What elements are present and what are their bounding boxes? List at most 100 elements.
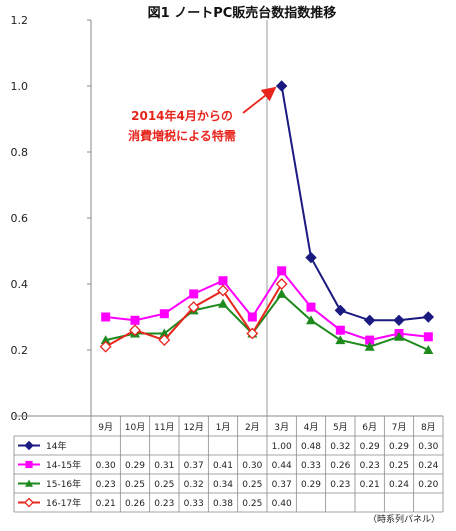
x-tick-label: 2月 bbox=[245, 422, 260, 433]
table-cell: 0.24 bbox=[389, 480, 409, 490]
data-point bbox=[277, 266, 287, 276]
y-tick-label: 1.2 bbox=[11, 14, 29, 27]
table-cell: 0.30 bbox=[418, 442, 438, 452]
data-point bbox=[276, 288, 287, 298]
series-line bbox=[280, 85, 429, 322]
table-cell: 0.23 bbox=[360, 461, 380, 471]
table-cell: 0.34 bbox=[213, 480, 233, 490]
data-point bbox=[393, 314, 405, 327]
series-line bbox=[105, 292, 429, 351]
table-cell: 0.30 bbox=[242, 461, 262, 471]
data-point bbox=[246, 327, 259, 340]
annotation-text: 2014年4月からの bbox=[131, 108, 233, 123]
table-cell: 0.25 bbox=[389, 461, 409, 471]
table-cell: 0.41 bbox=[213, 461, 233, 471]
data-point bbox=[159, 328, 170, 338]
legend-label: 16-17年 bbox=[46, 497, 81, 509]
x-tick-label: 4月 bbox=[304, 422, 319, 433]
data-point bbox=[187, 301, 200, 314]
table-cell: 0.25 bbox=[125, 480, 145, 490]
y-tick-label: 0.6 bbox=[11, 212, 29, 225]
table-cell: 0.30 bbox=[96, 461, 116, 471]
data-point bbox=[24, 497, 34, 508]
data-point bbox=[218, 298, 228, 308]
data-point bbox=[422, 311, 435, 323]
data-point bbox=[423, 345, 434, 354]
table-row: 15-16年 0.23 0.25 0.25 0.32 0.34 0.25 0.37 0.29 0.… bbox=[18, 478, 439, 490]
x-tick-label: 11月 bbox=[154, 422, 174, 433]
data-point bbox=[305, 251, 317, 264]
table-cell: 0.20 bbox=[418, 480, 438, 490]
x-tick-label: 10月 bbox=[125, 422, 145, 433]
table-row: 14-15年 0.30 0.29 0.31 0.37 0.41 0.30 0.44 0.33 0.… bbox=[18, 459, 439, 471]
y-tick-label: 0.8 bbox=[11, 146, 29, 159]
data-point bbox=[334, 304, 347, 317]
legend-label: 15-16年 bbox=[46, 478, 81, 490]
legend-label: 14-15年 bbox=[46, 459, 81, 471]
data-point bbox=[24, 440, 34, 451]
series-line bbox=[105, 269, 429, 342]
source-note: （時系列パネル） bbox=[368, 513, 440, 525]
data-point bbox=[306, 315, 316, 325]
data-point bbox=[363, 314, 376, 327]
table-cell: 0.25 bbox=[242, 499, 262, 509]
data-point bbox=[217, 284, 229, 297]
table-cell: 0.32 bbox=[330, 442, 350, 452]
data-point bbox=[189, 289, 199, 299]
table-cell: 0.38 bbox=[213, 499, 233, 509]
data-point bbox=[394, 331, 404, 341]
data-point bbox=[129, 324, 141, 337]
y-tick-label: 0.2 bbox=[11, 344, 29, 357]
data-point bbox=[130, 315, 140, 325]
chart-title: 図1 ノートPC販売台数指数推移 bbox=[148, 5, 337, 21]
table-cell: 0.26 bbox=[330, 461, 350, 471]
table-cell: 0.21 bbox=[360, 480, 380, 490]
data-point bbox=[99, 340, 112, 353]
table-cell: 0.29 bbox=[125, 461, 145, 471]
y-tick-label: 1.0 bbox=[11, 80, 29, 93]
series-3 bbox=[99, 278, 288, 353]
table-cell: 0.29 bbox=[389, 442, 409, 452]
data-point bbox=[247, 312, 257, 322]
table-cell: 0.33 bbox=[184, 499, 204, 509]
table-cell: 0.25 bbox=[154, 480, 174, 490]
table-cell: 1.00 bbox=[272, 442, 292, 452]
legend-label: 14年 bbox=[46, 440, 66, 452]
annotation-arrow bbox=[242, 86, 277, 114]
x-tick-label: 5月 bbox=[333, 422, 348, 433]
table-cell: 0.48 bbox=[301, 442, 321, 452]
table-cell: 0.29 bbox=[301, 480, 321, 490]
table-cell: 0.21 bbox=[96, 499, 116, 509]
x-tick-label: 6月 bbox=[362, 422, 377, 433]
table-cell: 0.33 bbox=[301, 461, 321, 471]
series-0 bbox=[275, 80, 435, 327]
data-point bbox=[364, 341, 375, 351]
x-tick-label: 8月 bbox=[421, 422, 436, 433]
data-point bbox=[306, 302, 316, 312]
table-cell: 0.40 bbox=[272, 499, 292, 509]
y-tick-label: 0.4 bbox=[11, 278, 29, 291]
table-cell: 0.23 bbox=[330, 480, 350, 490]
data-point bbox=[365, 335, 375, 345]
data-point bbox=[275, 278, 288, 290]
data-point bbox=[100, 335, 111, 345]
data-point bbox=[158, 334, 171, 347]
data-point bbox=[335, 335, 346, 345]
table-cell: 0.44 bbox=[272, 461, 292, 471]
annotation-text: 消費増税による特需 bbox=[128, 128, 236, 143]
table-cell: 0.31 bbox=[154, 461, 174, 471]
table-row: 14年 1.00 0.48 0.32 0.29 0.29 0.30 bbox=[18, 440, 439, 452]
table-row: 16-17年 0.21 0.26 0.23 0.33 0.38 0.25 0.40 bbox=[18, 497, 292, 509]
table-cell: 0.26 bbox=[125, 499, 145, 509]
table-cell: 0.23 bbox=[154, 499, 174, 509]
x-tick-label: 1月 bbox=[216, 422, 231, 433]
table-cell: 0.37 bbox=[184, 461, 204, 471]
table-cell: 0.24 bbox=[418, 461, 438, 471]
table-cell: 0.23 bbox=[96, 480, 116, 490]
data-point bbox=[25, 479, 33, 487]
data-point bbox=[25, 460, 33, 469]
data-point bbox=[218, 276, 228, 286]
table-cell: 0.25 bbox=[242, 480, 262, 490]
